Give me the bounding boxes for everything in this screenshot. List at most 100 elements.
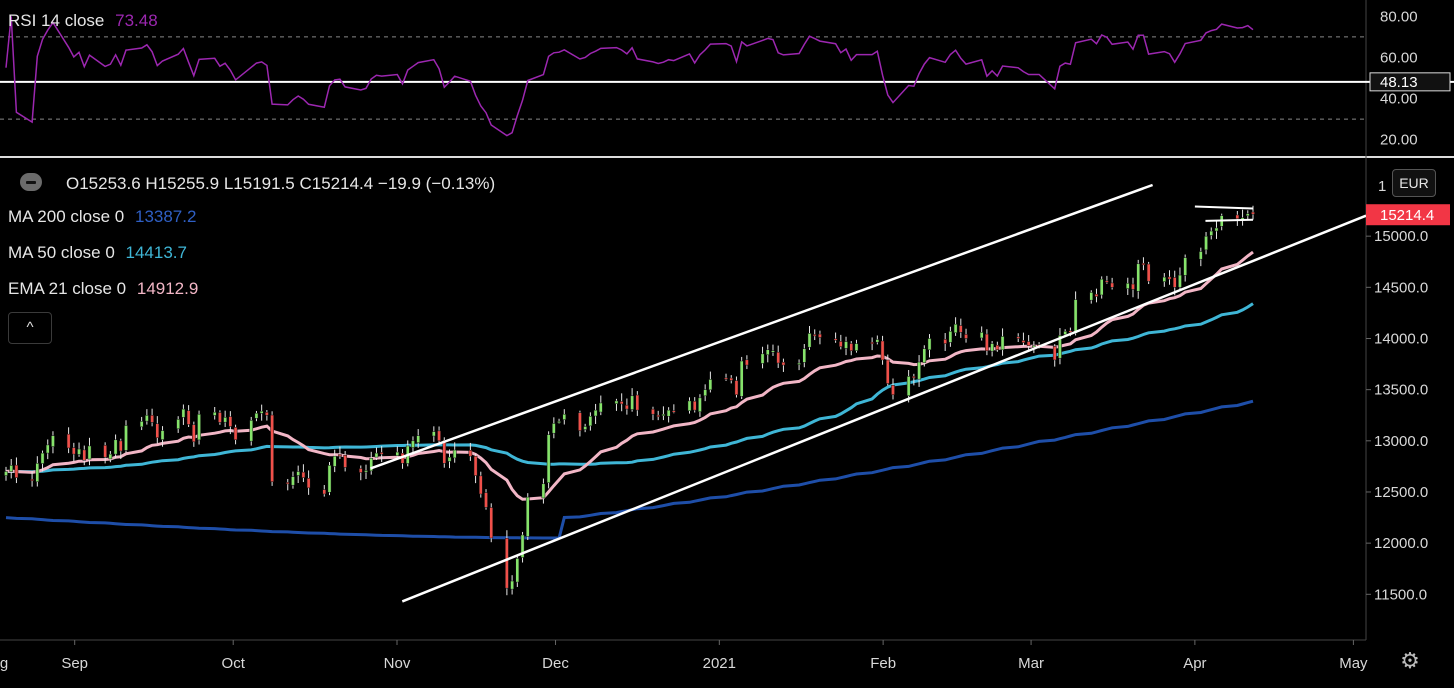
candle-up (708, 379, 713, 391)
candle-down (218, 412, 222, 423)
price-tick-label: 12000.0 (1374, 535, 1428, 552)
candle-down (150, 415, 154, 423)
price-tick-label: 14000.0 (1374, 330, 1428, 347)
candle-up (452, 449, 457, 459)
time-tick-label: Sep (61, 655, 88, 672)
candle-up (1199, 251, 1203, 260)
candle-up (197, 413, 201, 441)
candle-up (797, 362, 801, 365)
gear-icon[interactable]: ⚙ (1400, 648, 1420, 673)
candle-down (964, 334, 968, 339)
candle-down (734, 380, 739, 396)
candle-up (369, 457, 374, 472)
candle-up (698, 397, 702, 413)
candle-up (9, 465, 14, 472)
candle-up (614, 400, 619, 404)
candle-up (630, 395, 634, 410)
ma200-line (5, 399, 1254, 540)
candle-down (885, 359, 890, 384)
candle-down (484, 492, 488, 508)
candle-up (296, 471, 300, 476)
ma200-label: MA 200 close 0 (8, 207, 125, 226)
rsi-tick-label: 80.00 (1380, 8, 1418, 25)
collapse-legend-button[interactable]: ^ (8, 312, 52, 344)
candle-down (995, 344, 1000, 350)
candle-down (656, 414, 661, 417)
rsi-label: RSI 14 close (8, 11, 105, 30)
candle-up (739, 360, 744, 397)
candle-up (87, 445, 92, 460)
candle-down (186, 410, 191, 425)
candle-up (922, 348, 927, 363)
rsi-legend: RSI 14 close 73.48 (8, 11, 158, 31)
candle-up (948, 331, 953, 343)
candle-up (541, 483, 546, 499)
candle-up (525, 496, 530, 537)
candle-up (364, 470, 368, 473)
channel-lower-line (401, 214, 1367, 603)
candle-down (849, 343, 854, 352)
candle-up (1245, 213, 1250, 217)
candle-up (552, 423, 556, 434)
price-tick-label: 13000.0 (1374, 433, 1428, 450)
candle-down (692, 400, 697, 411)
candle-up (515, 558, 520, 583)
candle-down (468, 450, 473, 457)
candle-up (666, 409, 671, 417)
flag-lower-line (1205, 218, 1254, 222)
candle-up (108, 453, 113, 460)
last-price-label: 15214.4 (1380, 207, 1434, 224)
ema21-line (5, 250, 1254, 501)
candle-down (625, 404, 629, 410)
candle-up (51, 435, 55, 447)
ema21-label: EMA 21 close 0 (8, 279, 127, 298)
candle-up (160, 430, 165, 440)
candle-up (1178, 274, 1182, 288)
rsi-tick-label: 20.00 (1380, 132, 1418, 149)
ohlc-legend: O15253.6 H15255.9 L15191.5 C15214.4 −19.… (66, 174, 496, 193)
candle-down (505, 538, 509, 589)
candle-down (833, 338, 838, 341)
candle-up (254, 412, 259, 419)
candle-down (1016, 336, 1021, 339)
candle-down (343, 455, 347, 468)
candle-down (155, 423, 160, 438)
candle-down (228, 416, 233, 427)
candle-up (520, 534, 525, 558)
last-price-badge (1366, 204, 1450, 226)
time-tick-label: Oct (222, 655, 246, 672)
candle-down (838, 341, 843, 347)
candle-down (578, 412, 582, 431)
candle-up (953, 323, 958, 334)
candle-down (619, 401, 624, 405)
candle-down (1105, 280, 1109, 283)
ma50-legend: MA 50 close 0 14413.7 (8, 243, 187, 263)
currency-badge[interactable]: EUR (1392, 169, 1436, 197)
ma50-value: 14413.7 (125, 243, 187, 262)
candle-up (249, 420, 254, 442)
candle-down (72, 447, 76, 455)
candle-down (812, 334, 817, 337)
candle-down (672, 410, 676, 413)
eye-icon[interactable] (20, 173, 42, 191)
price-tick-label: 11500.0 (1374, 586, 1427, 603)
candle-down (442, 439, 447, 464)
candle-down (103, 445, 107, 458)
candle-up (562, 413, 567, 420)
candle-down (1141, 263, 1146, 266)
candle-up (113, 439, 118, 455)
ema21-value: 14912.9 (136, 279, 199, 298)
candle-down (1110, 282, 1114, 288)
rsi-line (5, 16, 1254, 137)
time-tick-label: 2021 (703, 655, 736, 672)
candle-up (374, 452, 379, 458)
candle-down (1235, 214, 1240, 220)
candle-up (1125, 282, 1130, 289)
candle-up (687, 400, 692, 412)
candle-up (979, 332, 984, 339)
candle-up (1204, 235, 1208, 251)
candle-up (327, 465, 332, 493)
time-tick-label: Apr (1183, 655, 1206, 672)
candle-up (35, 463, 40, 483)
